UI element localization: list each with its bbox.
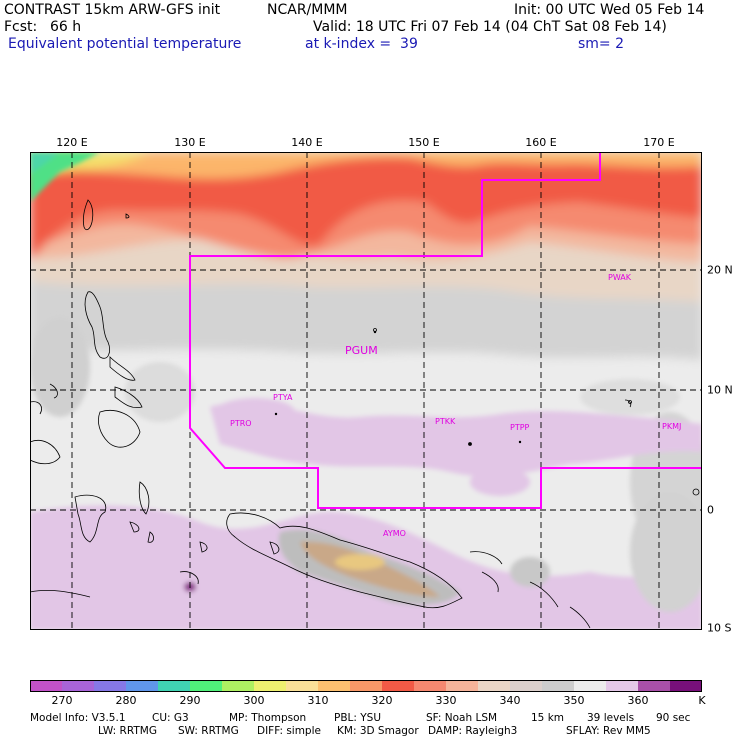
colorbar-swatch xyxy=(414,680,447,692)
init-time: Init: 00 UTC Wed 05 Feb 14 xyxy=(514,2,705,18)
organization: NCAR/MMM xyxy=(267,2,348,18)
lat-label: 20 N xyxy=(707,263,733,277)
colorbar-swatch xyxy=(318,680,351,692)
colorbar-swatch xyxy=(382,680,415,692)
footer-model-info: Model Info: V3.5.1 xyxy=(30,712,126,724)
model-title: CONTRAST 15km ARW-GFS init xyxy=(4,2,221,18)
colorbar-swatch xyxy=(574,680,607,692)
nested-domain-boundary xyxy=(189,152,702,509)
footer-lw: LW: RRTMG xyxy=(98,725,157,737)
colorbar-swatch xyxy=(254,680,287,692)
valid-time: Valid: 18 UTC Fri 07 Feb 14 (04 ChT Sat … xyxy=(313,19,667,35)
lat-label: 10 N xyxy=(707,383,733,397)
colorbar-swatch xyxy=(446,680,479,692)
footer-damp: DAMP: Rayleigh3 xyxy=(428,725,518,737)
station-label: PGUM xyxy=(345,344,378,357)
colorbar-swatch xyxy=(670,680,702,692)
lat-label: 0 xyxy=(707,503,714,517)
footer-sf: SF: Noah LSM xyxy=(426,712,498,724)
station-labels: PWAK PGUM PTYA PTRO PTKK PTPP PKMJ AYMO xyxy=(230,273,681,538)
theta-e-field xyxy=(30,152,702,630)
map-frame xyxy=(30,152,702,630)
colorbar-swatch xyxy=(510,680,543,692)
lat-lon-grid xyxy=(30,152,702,630)
station-label: PTRO xyxy=(230,419,252,428)
footer-mp: MP: Thompson xyxy=(229,712,307,724)
footer-diff: DIFF: simple xyxy=(257,725,321,737)
lon-label: 170 E xyxy=(643,136,675,149)
station-label: PTYA xyxy=(273,393,293,402)
theta-e-map: PWAK PGUM PTYA PTRO PTKK PTPP PKMJ AYMO xyxy=(30,152,702,630)
colorbar-label: 340 xyxy=(499,694,521,707)
colorbar-label: 360 xyxy=(627,694,649,707)
footer-sflay: SFLAY: Rev MM5 xyxy=(566,725,651,737)
colorbar-swatch xyxy=(286,680,319,692)
station-markers xyxy=(274,330,522,446)
colorbar-swatch xyxy=(350,680,383,692)
lat-label: 10 S xyxy=(707,621,732,635)
colorbar-units: K xyxy=(698,694,706,707)
colorbar-swatch xyxy=(62,680,95,692)
colorbar-swatch xyxy=(158,680,191,692)
lon-label: 160 E xyxy=(525,136,557,149)
station-label: AYMO xyxy=(383,529,406,538)
colorbar-swatch xyxy=(222,680,255,692)
colorbar-label: 280 xyxy=(115,694,137,707)
footer-pbl: PBL: YSU xyxy=(334,712,382,724)
colorbar-label: 300 xyxy=(243,694,265,707)
footer-levels: 39 levels xyxy=(587,712,635,724)
footer-resolution: 15 km xyxy=(531,712,565,724)
footer-cu: CU: G3 xyxy=(152,712,189,724)
colorbar-swatch xyxy=(478,680,511,692)
colorbar-swatch xyxy=(30,680,63,692)
colorbar-swatch xyxy=(126,680,159,692)
level-index: at k-index = 39 xyxy=(305,36,418,52)
coastlines xyxy=(30,199,700,629)
smoothing: sm= 2 xyxy=(578,36,625,52)
lon-label: 130 E xyxy=(174,136,206,149)
colorbar-label: 270 xyxy=(51,694,73,707)
colorbar-swatch xyxy=(606,680,639,692)
colorbar-swatch xyxy=(94,680,127,692)
colorbar-label: 320 xyxy=(371,694,393,707)
colorbar-label: 310 xyxy=(307,694,329,707)
footer-timestep: 90 sec xyxy=(656,712,691,724)
lon-label: 120 E xyxy=(56,136,88,149)
colorbar-swatch xyxy=(542,680,575,692)
forecast-hour: 66 h xyxy=(50,19,82,35)
colorbar-label: 330 xyxy=(435,694,457,707)
lon-label: 140 E xyxy=(291,136,323,149)
colorbar-label: 350 xyxy=(563,694,585,707)
colorbar-swatch xyxy=(638,680,671,692)
forecast-label: Fcst: xyxy=(4,19,38,35)
lon-label: 150 E xyxy=(408,136,440,149)
footer-sw: SW: RRTMG xyxy=(178,725,239,737)
field-name: Equivalent potential temperature xyxy=(8,36,242,52)
colorbar-swatch xyxy=(190,680,223,692)
station-label: PTKK xyxy=(435,417,456,426)
station-label: PWAK xyxy=(608,273,632,282)
colorbar xyxy=(30,680,702,692)
colorbar-label: 290 xyxy=(179,694,201,707)
station-label: PTPP xyxy=(510,423,530,432)
footer-km: KM: 3D Smagor xyxy=(337,725,419,737)
station-label: PKMJ xyxy=(662,422,681,431)
